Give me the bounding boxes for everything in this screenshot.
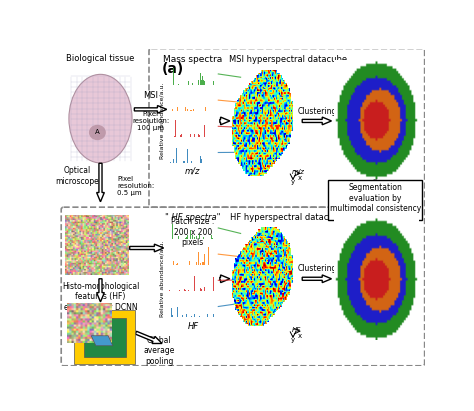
Polygon shape: [302, 117, 331, 125]
Text: A: A: [95, 129, 100, 136]
FancyBboxPatch shape: [84, 318, 126, 357]
Text: (b): (b): [66, 219, 89, 233]
FancyBboxPatch shape: [328, 180, 422, 220]
Text: " HF spectra": " HF spectra": [165, 213, 220, 222]
Text: Pixel
resolution:
100 μm: Pixel resolution: 100 μm: [132, 111, 169, 131]
Polygon shape: [97, 279, 104, 302]
Text: Segmentation
evaluation by
multimodal consistency: Segmentation evaluation by multimodal co…: [330, 183, 421, 213]
Text: MSI: MSI: [143, 91, 158, 100]
Polygon shape: [372, 180, 379, 220]
Text: Relative abundance/a.u.: Relative abundance/a.u.: [160, 240, 164, 317]
Text: x: x: [298, 332, 302, 339]
Text: MSI hyperspectral datacube: MSI hyperspectral datacube: [228, 55, 346, 65]
Polygon shape: [302, 275, 331, 283]
Polygon shape: [135, 331, 162, 344]
Polygon shape: [220, 117, 230, 125]
Text: m/z: m/z: [185, 166, 201, 175]
Text: m/z: m/z: [292, 169, 304, 175]
FancyBboxPatch shape: [73, 310, 135, 364]
Ellipse shape: [89, 125, 106, 140]
Polygon shape: [97, 163, 104, 202]
Polygon shape: [220, 275, 230, 283]
Text: Mass spectra: Mass spectra: [163, 55, 222, 65]
Polygon shape: [372, 211, 379, 220]
Text: y: y: [291, 337, 295, 342]
Ellipse shape: [69, 74, 132, 163]
Text: HF hyperspectral datacube: HF hyperspectral datacube: [230, 213, 345, 222]
Text: x: x: [298, 175, 302, 181]
Text: Patch size :
200 x 200
pixels: Patch size : 200 x 200 pixels: [171, 217, 215, 247]
Text: HF: HF: [187, 322, 199, 331]
Polygon shape: [130, 244, 164, 252]
Polygon shape: [91, 336, 113, 346]
Text: HF: HF: [292, 326, 301, 332]
Text: (a): (a): [162, 62, 184, 76]
Text: Clustering: Clustering: [297, 264, 337, 273]
Text: Optical
microscope: Optical microscope: [55, 166, 99, 186]
Text: Histo-morphological
features (HF)
extracted by DCNN: Histo-morphological features (HF) extrac…: [62, 282, 139, 312]
Text: Biological tissue: Biological tissue: [66, 54, 135, 63]
Text: y: y: [291, 179, 295, 185]
Polygon shape: [134, 106, 167, 113]
Text: Global
average
pooling: Global average pooling: [143, 336, 175, 365]
Text: Pixel
resolution:
0.5 μm: Pixel resolution: 0.5 μm: [118, 176, 155, 196]
Text: Clustering: Clustering: [297, 106, 337, 115]
Text: Relative abundance/a.u.: Relative abundance/a.u.: [160, 83, 164, 159]
